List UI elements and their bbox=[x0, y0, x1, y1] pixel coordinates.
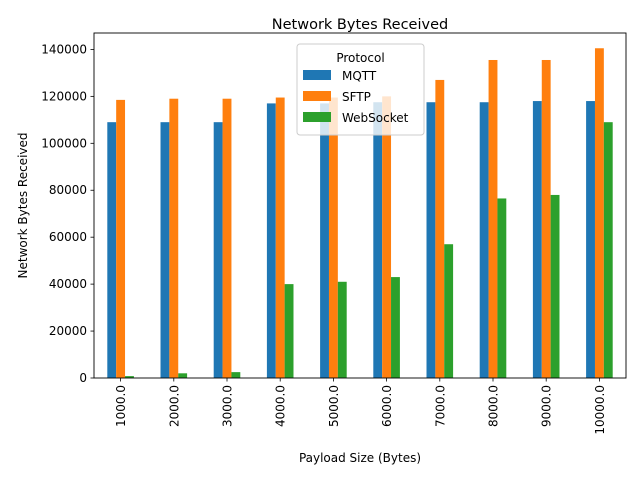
bar-mqtt-2 bbox=[213, 122, 223, 379]
bar-websocket-3 bbox=[284, 284, 294, 378]
x-tick-label: 1000.0 bbox=[114, 385, 128, 427]
bar-websocket-1 bbox=[178, 373, 188, 378]
bar-mqtt-5 bbox=[373, 102, 383, 378]
legend-swatch-websocket bbox=[303, 112, 331, 122]
x-tick-label: 8000.0 bbox=[487, 385, 501, 427]
bar-mqtt-9 bbox=[586, 101, 595, 378]
y-tick-label: 80000 bbox=[49, 183, 87, 197]
x-tick-label: 3000.0 bbox=[221, 385, 235, 427]
bar-websocket-8 bbox=[550, 194, 560, 378]
y-tick-label: 20000 bbox=[49, 324, 87, 338]
bar-sftp-0 bbox=[116, 99, 126, 378]
bar-websocket-7 bbox=[497, 198, 507, 378]
bar-websocket-2 bbox=[231, 372, 241, 378]
y-tick-label: 140000 bbox=[41, 42, 87, 56]
x-tick-label: 6000.0 bbox=[380, 385, 394, 427]
x-tick-label: 10000.0 bbox=[593, 385, 607, 435]
y-tick-label: 60000 bbox=[49, 230, 87, 244]
y-tick-label: 100000 bbox=[41, 136, 87, 150]
legend: Protocol MQTT SFTP WebSocket bbox=[296, 43, 425, 136]
bar-sftp-3 bbox=[275, 97, 285, 378]
legend-label-websocket: WebSocket bbox=[342, 111, 409, 125]
bar-sftp-4 bbox=[328, 97, 338, 378]
legend-label-mqtt: MQTT bbox=[342, 69, 377, 83]
x-tick-label: 5000.0 bbox=[327, 385, 341, 427]
y-tick-label: 0 bbox=[79, 371, 87, 385]
bar-websocket-4 bbox=[337, 281, 347, 378]
bar-mqtt-0 bbox=[107, 122, 117, 379]
bar-mqtt-8 bbox=[532, 101, 542, 378]
x-tick-label: 7000.0 bbox=[433, 385, 447, 427]
bar-websocket-9 bbox=[603, 122, 613, 379]
bar-mqtt-6 bbox=[426, 102, 436, 378]
bar-mqtt-4 bbox=[320, 103, 329, 378]
bar-sftp-6 bbox=[435, 79, 445, 378]
y-tick-label: 40000 bbox=[49, 277, 87, 291]
bar-sftp-9 bbox=[594, 48, 604, 378]
x-axis-label: Payload Size (Bytes) bbox=[299, 451, 421, 465]
bar-mqtt-7 bbox=[479, 102, 489, 378]
x-axis-ticks: 1000.0 2000.0 3000.0 4000.0 5000.0 6000.0 7000… bbox=[114, 378, 607, 435]
bar-sftp-5 bbox=[382, 96, 392, 379]
chart-title: Network Bytes Received bbox=[272, 17, 448, 33]
plot-frame bbox=[93, 32, 627, 379]
x-tick-label: 4000.0 bbox=[274, 385, 288, 427]
y-axis-label: Network Bytes Received bbox=[16, 132, 30, 278]
bar-websocket-5 bbox=[391, 277, 400, 378]
legend-label-sftp: SFTP bbox=[342, 90, 371, 104]
legend-swatch-sftp bbox=[303, 91, 331, 101]
bar-sftp-2 bbox=[222, 98, 232, 379]
y-tick-label: 120000 bbox=[41, 89, 87, 103]
legend-swatch-mqtt bbox=[303, 70, 331, 80]
bar-sftp-7 bbox=[488, 59, 498, 379]
bars-group bbox=[107, 48, 613, 379]
legend-title: Protocol bbox=[336, 51, 384, 65]
x-tick-label: 2000.0 bbox=[167, 385, 181, 427]
legend-items: MQTT SFTP WebSocket bbox=[303, 69, 409, 125]
bar-sftp-1 bbox=[169, 98, 179, 379]
y-axis-ticks: 0 20000 40000 60000 80000 100000 120000 140000 bbox=[41, 42, 94, 385]
bar-mqtt-3 bbox=[266, 103, 276, 378]
bar-websocket-0 bbox=[125, 376, 134, 378]
bar-mqtt-1 bbox=[160, 122, 170, 379]
x-tick-label: 9000.0 bbox=[540, 385, 554, 427]
bar-websocket-6 bbox=[444, 244, 454, 378]
bar-sftp-8 bbox=[541, 59, 551, 379]
